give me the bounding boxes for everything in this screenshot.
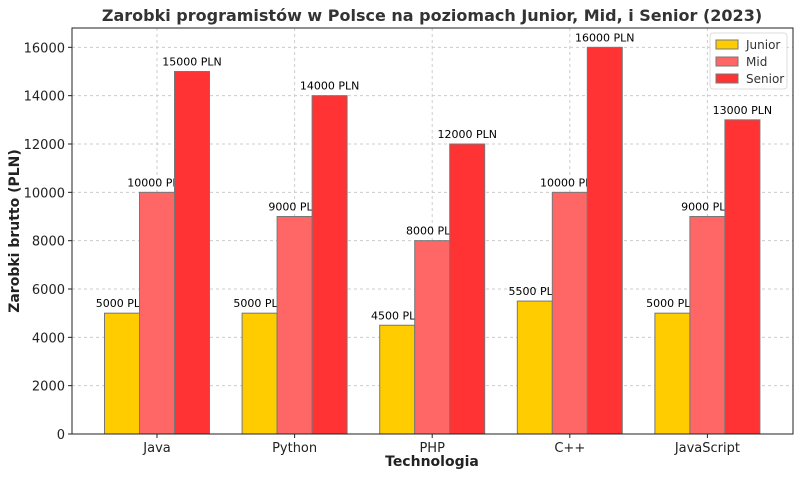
legend-label-junior: Junior [745, 38, 780, 52]
y-tick-label: 4000 [32, 331, 65, 346]
bar-mid [276, 216, 313, 435]
bar-senior [586, 46, 623, 435]
legend-label-mid: Mid [746, 55, 767, 69]
legend-swatch-junior [715, 39, 739, 50]
bar-mid [139, 191, 175, 435]
bar-junior [516, 300, 553, 435]
data-label: 5000 PLN [646, 297, 698, 310]
legend-swatch-senior [715, 73, 739, 84]
data-label: 5000 PLN [96, 297, 148, 310]
x-tick-label: C++ [554, 441, 585, 456]
y-tick-label: 12000 [24, 138, 65, 153]
data-label: 9000 PLN [268, 201, 320, 214]
y-tick-label: 8000 [32, 235, 65, 250]
y-tick-label: 10000 [24, 186, 65, 201]
data-label: 10000 PLN [127, 176, 186, 189]
data-label: 9000 PLN [681, 201, 733, 214]
x-axis-label: Technologia [385, 454, 479, 470]
y-tick-label: 0 [57, 428, 65, 443]
data-label: 16000 PLN [575, 31, 634, 44]
bar-junior [104, 312, 140, 435]
data-label: 13000 PLN [713, 104, 772, 117]
data-label: 10000 PLN [540, 176, 599, 189]
y-tick-label: 16000 [24, 41, 65, 56]
bar-mid [414, 240, 451, 435]
bar-mid [689, 216, 726, 435]
y-tick-label: 6000 [32, 283, 65, 298]
legend-swatch-mid [715, 56, 739, 67]
data-label: 4500 PLN [371, 309, 423, 322]
y-tick-label: 14000 [24, 90, 65, 105]
x-tick-label: JavaScript [674, 441, 740, 456]
plot-frame [71, 27, 794, 435]
x-tick-label: Java [142, 441, 170, 456]
chart-title: Zarobki programistów w Polsce na pozioma… [102, 6, 762, 25]
data-label: 12000 PLN [437, 128, 496, 141]
data-label: 5000 PLN [233, 297, 285, 310]
legend-label-senior: Senior [746, 72, 784, 86]
bar-senior [449, 143, 486, 435]
data-label: 15000 PLN [162, 56, 221, 69]
bar-senior [724, 119, 761, 435]
bar-senior [311, 95, 348, 435]
y-tick-label: 2000 [32, 380, 65, 395]
bar-junior [654, 312, 691, 435]
data-label: 14000 PLN [300, 80, 359, 93]
bar-senior [174, 71, 210, 435]
data-label: 5500 PLN [509, 285, 561, 298]
x-tick-label: Python [272, 441, 317, 456]
bar-mid [551, 191, 588, 435]
data-label: 8000 PLN [406, 225, 458, 238]
bar-junior [241, 312, 278, 435]
y-axis-label: Zarobki brutto (PLN) [7, 149, 23, 313]
bar-junior [379, 324, 416, 435]
x-tick-label: PHP [419, 441, 445, 456]
